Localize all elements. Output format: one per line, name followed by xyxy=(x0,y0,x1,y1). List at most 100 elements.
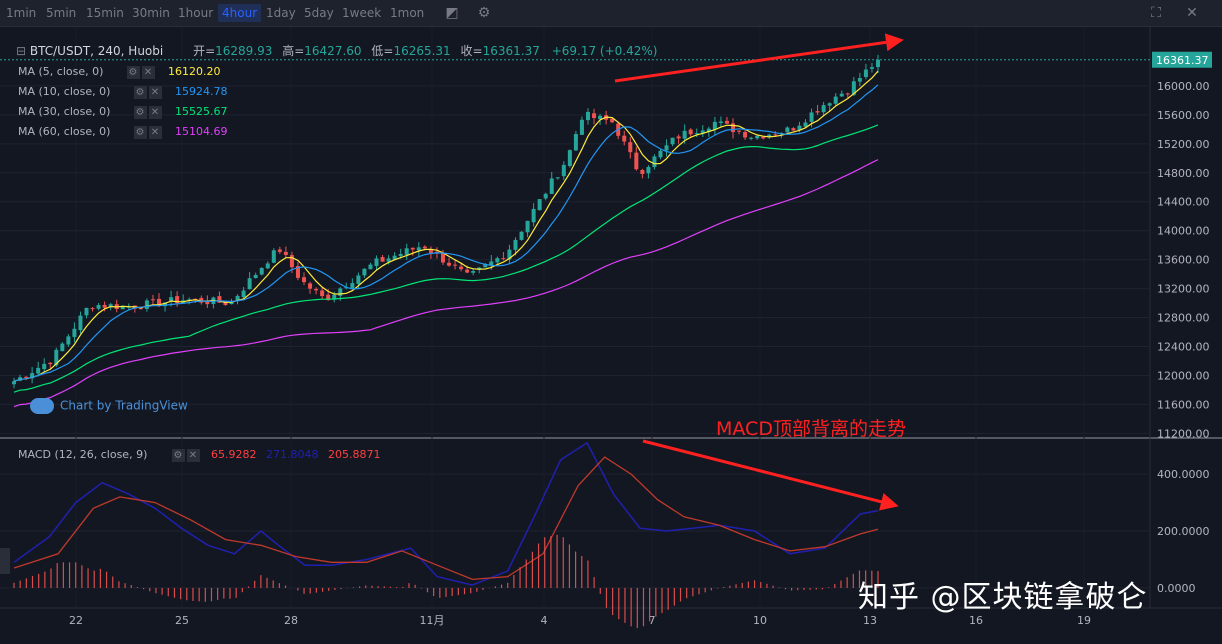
candle-down xyxy=(380,257,385,262)
tradingview-cloud-icon xyxy=(30,398,54,414)
candle-down xyxy=(326,294,331,301)
timeframe-1mon[interactable]: 1mon xyxy=(390,6,425,20)
candle-up xyxy=(863,69,868,78)
candle-up xyxy=(567,150,572,167)
zhihu-watermark: 知乎 @区块链拿破仑 xyxy=(858,580,1148,615)
candle-down xyxy=(688,129,693,135)
price-tick-label: 15600.00 xyxy=(1157,109,1210,122)
candle-up xyxy=(404,248,409,255)
candle-up xyxy=(658,150,663,158)
candle-up xyxy=(876,59,880,68)
candle-up xyxy=(827,103,832,106)
ma60-remove-icon[interactable]: ✕ xyxy=(148,125,162,139)
candle-up xyxy=(163,302,168,307)
candle-up xyxy=(398,253,403,257)
price-tick-label: 12800.00 xyxy=(1157,312,1210,325)
candle-up xyxy=(332,294,337,300)
candle-up xyxy=(471,271,476,273)
candle-up xyxy=(368,264,373,270)
time-tick-label: 25 xyxy=(175,614,189,627)
candle-up xyxy=(60,343,65,352)
open-value: 16289.93 xyxy=(215,44,273,58)
candle-down xyxy=(676,136,681,139)
candle-down xyxy=(622,135,627,142)
candle-down xyxy=(289,255,294,268)
ma10-label: MA (10, close, 0) xyxy=(18,85,111,98)
timeframe-5day[interactable]: 5day xyxy=(304,6,334,20)
candle-up xyxy=(718,121,723,123)
ma60-settings-icon[interactable]: ⚙ xyxy=(133,125,147,139)
timeframe-1min[interactable]: 1min xyxy=(6,6,37,20)
ma30-settings-icon[interactable]: ⚙ xyxy=(133,105,147,119)
candle-down xyxy=(592,113,597,119)
chart-background xyxy=(0,27,1222,644)
close-value: 16361.37 xyxy=(482,44,540,58)
timeframe-5min[interactable]: 5min xyxy=(46,6,77,20)
candle-up xyxy=(483,264,488,268)
candle-up xyxy=(247,278,252,290)
ma30-remove-icon[interactable]: ✕ xyxy=(148,105,162,119)
macd-remove-icon[interactable]: ✕ xyxy=(186,448,200,462)
macd-tick-label: 0.0000 xyxy=(1157,582,1196,595)
price-tick-label: 13600.00 xyxy=(1157,254,1210,267)
candle-up xyxy=(241,290,246,298)
candle-up xyxy=(755,135,760,139)
candle-up xyxy=(84,307,89,316)
ma60-value: 15104.69 xyxy=(175,125,228,138)
candle-up xyxy=(821,105,826,113)
ma5-settings-icon[interactable]: ⚙ xyxy=(126,65,140,79)
timeframe-1hour[interactable]: 1hour xyxy=(178,6,214,20)
last-price-badge xyxy=(1152,51,1212,68)
candle-up xyxy=(144,300,149,309)
candle-up xyxy=(573,134,578,151)
fullscreen-icon[interactable]: ⛶ xyxy=(1151,5,1161,21)
candle-up xyxy=(579,119,584,135)
timeframe-1day[interactable]: 1day xyxy=(266,6,296,20)
scroll-handle xyxy=(0,548,10,574)
candle-up xyxy=(670,137,675,145)
price-tick-label: 11200.00 xyxy=(1157,427,1210,440)
candle-up xyxy=(857,77,862,82)
ma5-remove-icon[interactable]: ✕ xyxy=(141,65,155,79)
candle-down xyxy=(150,299,155,301)
candle-up xyxy=(537,199,542,211)
candle-up xyxy=(664,145,669,151)
candle-up xyxy=(519,231,524,240)
indicators-icon[interactable]: ◩ xyxy=(445,5,459,21)
candle-down xyxy=(440,252,445,263)
macd-signal-value: 205.8871 xyxy=(328,448,381,461)
candle-up xyxy=(525,220,530,233)
timeframe-30min[interactable]: 30min xyxy=(132,6,170,20)
tradingview-label: Chart by TradingView xyxy=(60,398,188,413)
ma5-line xyxy=(13,70,879,382)
candle-up xyxy=(833,96,838,104)
timeframe-15min[interactable]: 15min xyxy=(86,6,124,20)
candle-up xyxy=(72,328,77,337)
candle-down xyxy=(610,118,615,123)
close-icon[interactable]: ✕ xyxy=(1186,5,1198,21)
ma10-remove-icon[interactable]: ✕ xyxy=(148,85,162,99)
collapse-icon[interactable]: ⊟ xyxy=(16,44,27,58)
candle-up xyxy=(78,315,83,331)
candle-down xyxy=(737,130,742,132)
tradingview-logo[interactable]: Chart by TradingView xyxy=(30,398,188,414)
candle-down xyxy=(730,123,735,133)
ma10-settings-icon[interactable]: ⚙ xyxy=(133,85,147,99)
candle-down xyxy=(773,134,778,136)
macd-hist-value: 65.9282 xyxy=(211,448,257,461)
settings-icon[interactable]: ⚙ xyxy=(477,5,491,21)
time-tick-label: 19 xyxy=(1077,614,1091,627)
candle-down xyxy=(302,277,307,283)
candle-up xyxy=(869,67,874,69)
low-label: 低= xyxy=(371,44,394,58)
macd-settings-icon[interactable]: ⚙ xyxy=(171,448,185,462)
candle-up xyxy=(513,239,518,250)
timeframe-1week[interactable]: 1week xyxy=(342,6,382,20)
candle-down xyxy=(320,290,325,297)
candle-up xyxy=(561,164,566,177)
candle-up xyxy=(386,258,391,262)
timeframe-4hour[interactable]: 4hour xyxy=(218,4,262,22)
candle-down xyxy=(453,264,458,266)
candle-up xyxy=(851,81,856,95)
